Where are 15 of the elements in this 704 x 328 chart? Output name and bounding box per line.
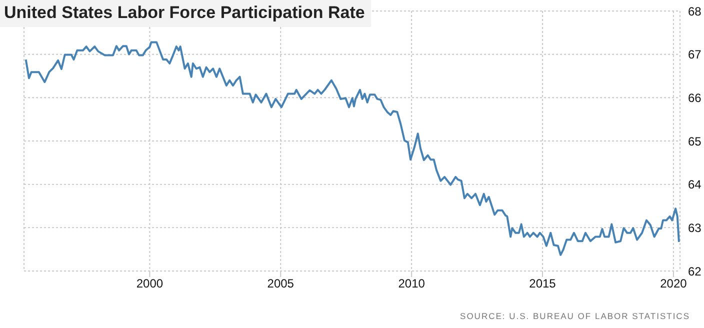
y-tick-label: 65 [688, 134, 702, 148]
x-tick-label: 2010 [398, 276, 426, 291]
y-tick-label: 66 [688, 90, 702, 105]
source-note: SOURCE: U.S. BUREAU OF LABOR STATISTICS [460, 311, 690, 321]
y-tick-label: 64 [688, 178, 702, 192]
x-tick-label: 2020 [660, 276, 688, 291]
x-tick-label: 2005 [267, 276, 294, 291]
y-tick-label: 63 [688, 220, 702, 235]
y-tick-label: 62 [688, 264, 702, 278]
x-tick-label: 2015 [529, 276, 556, 291]
y-tick-label: 68 [688, 4, 702, 18]
y-tick-label: 67 [688, 48, 702, 62]
line-series [24, 41, 680, 256]
chart-title: United States Labor Force Participation Rate [0, 0, 371, 27]
x-tick-label: 2000 [136, 276, 164, 291]
